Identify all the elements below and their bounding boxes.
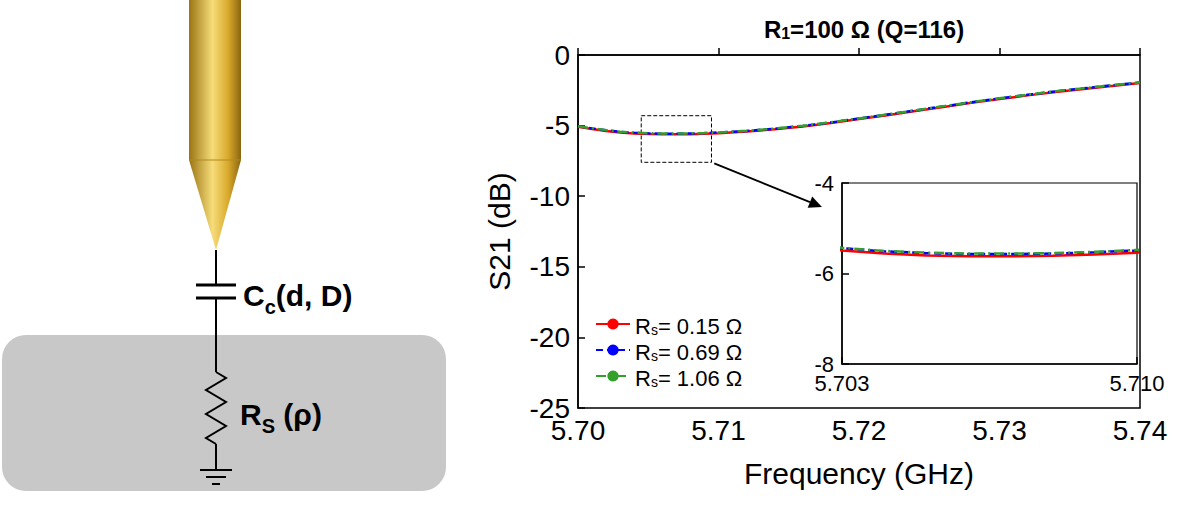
svg-text:5.71: 5.71 (691, 415, 746, 446)
svg-text:-25: -25 (529, 392, 570, 424)
svg-text:5.72: 5.72 (832, 415, 887, 446)
svg-text:5.703: 5.703 (814, 371, 869, 396)
svg-text:=100 Ω (Q=116): =100 Ω (Q=116) (790, 16, 964, 43)
svg-text:s: s (651, 322, 658, 338)
svg-text:5.74: 5.74 (1113, 415, 1168, 446)
svg-text:R: R (635, 314, 651, 339)
svg-text:-8: -8 (814, 351, 834, 377)
svg-text:Cc(d, D): Cc(d, D) (243, 279, 352, 318)
svg-text:-20: -20 (530, 322, 570, 353)
svg-text:Frequency (GHz): Frequency (GHz) (744, 457, 974, 490)
svg-text:R: R (635, 366, 651, 391)
svg-text:= 0.15 Ω: = 0.15 Ω (658, 314, 742, 339)
svg-text:5.73: 5.73 (972, 415, 1027, 446)
svg-text:= 0.69 Ω: = 0.69 Ω (658, 340, 742, 365)
svg-text:-5: -5 (545, 110, 570, 141)
svg-text:R: R (764, 16, 781, 43)
svg-text:= 1.06 Ω: = 1.06 Ω (658, 366, 742, 391)
svg-text:1: 1 (781, 25, 790, 42)
svg-text:RS (ρ): RS (ρ) (240, 398, 322, 437)
svg-text:-4: -4 (814, 171, 834, 196)
svg-text:R: R (635, 340, 651, 365)
svg-text:s: s (651, 374, 658, 390)
svg-text:S21 (dB): S21 (dB) (483, 172, 516, 290)
svg-text:-15: -15 (530, 251, 570, 282)
svg-text:0: 0 (554, 40, 570, 71)
svg-text:s: s (651, 348, 658, 364)
svg-text:5.710: 5.710 (1109, 371, 1164, 396)
svg-text:5.70: 5.70 (551, 415, 606, 446)
svg-text:-10: -10 (530, 181, 570, 212)
svg-text:-6: -6 (814, 261, 834, 286)
